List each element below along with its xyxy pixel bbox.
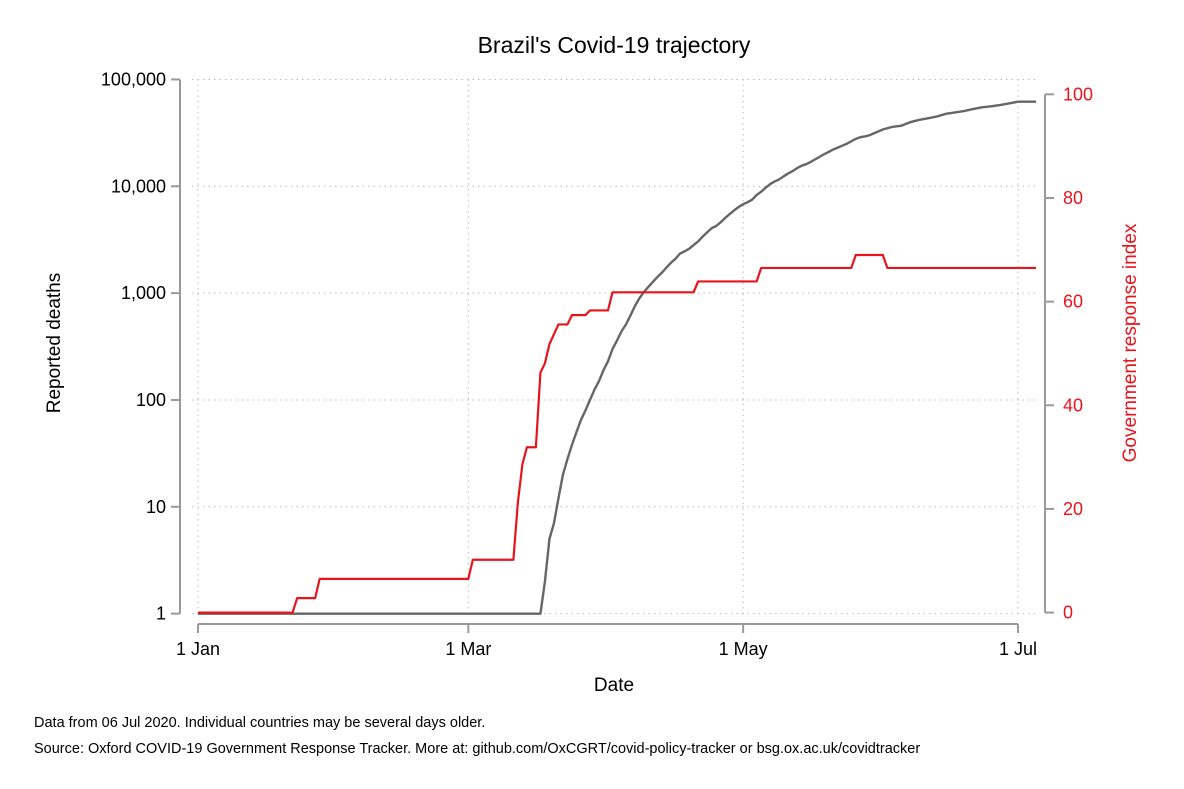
source-note: Source: Oxford COVID-19 Government Respo… xyxy=(34,741,920,757)
y-right-tick-label: 100 xyxy=(1063,84,1093,104)
x-tick-label: 1 Mar xyxy=(445,639,491,659)
government-response-line xyxy=(198,253,1036,614)
y-left-tick-label: 10,000 xyxy=(111,176,166,196)
x-tick-label: 1 Jul xyxy=(999,639,1037,659)
y-axis-left-label: Reported deaths xyxy=(44,273,65,414)
y-left-tick-label: 1,000 xyxy=(121,283,166,303)
x-axis-label: Date xyxy=(594,675,634,696)
axes xyxy=(171,78,1054,633)
y-left-tick-label: 100 xyxy=(136,390,166,410)
series-lines xyxy=(198,100,1036,615)
y-right-tick-label: 40 xyxy=(1063,395,1083,415)
x-tick-label: 1 May xyxy=(719,639,768,659)
chart-title: Brazil's Covid-19 trajectory xyxy=(478,32,751,58)
x-tick-label: 1 Jan xyxy=(176,639,220,659)
y-right-tick-label: 60 xyxy=(1063,292,1083,312)
reported-deaths-line xyxy=(198,100,1036,615)
y-right-tick-label: 20 xyxy=(1063,499,1083,519)
data-note: Data from 06 Jul 2020. Individual countr… xyxy=(34,715,485,731)
grid xyxy=(192,78,1039,615)
y-axis-right-label: Government response index xyxy=(1120,223,1141,462)
y-left-tick-label: 10 xyxy=(146,497,166,517)
y-right-tick-label: 80 xyxy=(1063,188,1083,208)
y-right-tick-label: 0 xyxy=(1063,603,1073,623)
y-left-tick-label: 1 xyxy=(156,604,166,624)
y-left-tick-label: 100,000 xyxy=(101,69,166,89)
tick-labels: 1 10 100 1,000 10,000 100,000 0 20 40 60 80 100 1 Ja… xyxy=(101,69,1093,659)
